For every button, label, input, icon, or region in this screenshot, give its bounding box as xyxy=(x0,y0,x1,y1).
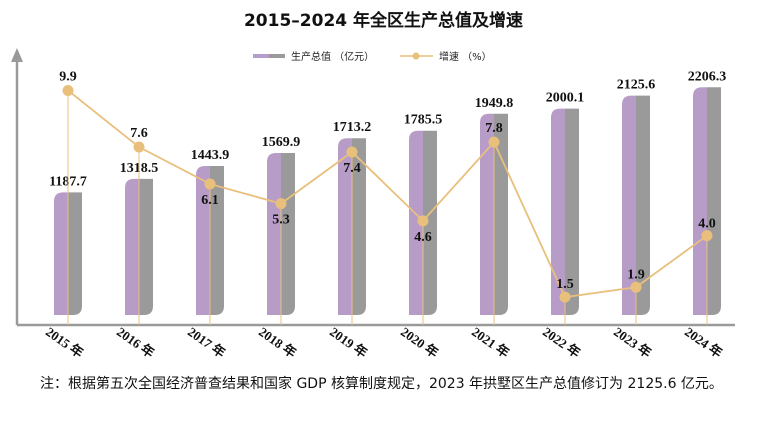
growth-value-label: 9.9 xyxy=(59,69,77,84)
bar-value-label: 1443.9 xyxy=(191,148,230,163)
bar xyxy=(551,108,579,315)
x-tick-label: 2019 年 xyxy=(327,324,370,361)
x-tick-label: 2016 年 xyxy=(114,324,157,361)
growth-value-label: 7.6 xyxy=(130,126,148,141)
legend-bar-swatch xyxy=(253,54,285,58)
bar xyxy=(622,95,650,315)
chart-title: 2015–2024 年全区生产总值及增速 xyxy=(243,11,524,31)
bar-value-label: 1713.2 xyxy=(333,120,372,135)
y-axis-arrow-icon xyxy=(11,48,23,62)
bar-value-label: 1785.5 xyxy=(404,113,443,128)
x-tick-label: 2020 年 xyxy=(398,324,441,361)
growth-point xyxy=(62,84,74,96)
growth-point xyxy=(488,136,500,148)
bar-value-label: 2206.3 xyxy=(688,69,727,84)
growth-point xyxy=(701,230,713,242)
growth-point xyxy=(133,141,145,153)
bar-value-label: 2000.1 xyxy=(546,91,585,106)
growth-line xyxy=(67,89,708,299)
bar xyxy=(693,87,721,315)
legend-label-gdp: 生产总值 （亿元） xyxy=(291,50,374,63)
growth-value-label: 4.0 xyxy=(698,217,716,232)
bar-value-label: 2125.6 xyxy=(617,78,656,93)
growth-value-label: 1.9 xyxy=(627,267,645,282)
x-tick-label: 2018 年 xyxy=(256,324,299,361)
legend-point-swatch xyxy=(412,52,420,60)
growth-point xyxy=(630,281,642,293)
legend-label-growth: 增速 （%） xyxy=(439,50,492,63)
growth-value-label: 7.8 xyxy=(485,121,503,136)
growth-point xyxy=(346,146,358,158)
x-tick-label: 2024 年 xyxy=(682,324,725,361)
growth-value-label: 6.1 xyxy=(201,193,219,208)
legend: 生产总值 （亿元） 增速 （%） xyxy=(253,50,492,63)
growth-point xyxy=(559,291,571,303)
growth-value-label: 5.3 xyxy=(272,213,290,228)
growth-value-label: 1.5 xyxy=(556,277,574,292)
growth-point xyxy=(204,178,216,190)
growth-value-label: 7.4 xyxy=(343,161,361,176)
x-tick-label: 2015 年 xyxy=(43,324,86,361)
bar-value-label: 1569.9 xyxy=(262,135,301,150)
x-tick-label: 2023 年 xyxy=(611,324,654,361)
growth-point xyxy=(275,198,287,210)
growth-point xyxy=(417,215,429,227)
x-tick-label: 2022 年 xyxy=(540,324,583,361)
x-tick-label: 2017 年 xyxy=(185,324,228,361)
x-tick-label: 2021 年 xyxy=(469,324,512,361)
bar-value-label: 1949.8 xyxy=(475,96,514,111)
growth-value-label: 4.6 xyxy=(414,230,432,245)
footnote: 注：根据第五次全国经济普查结果和国家 GDP 核算制度规定，2023 年拱墅区生… xyxy=(40,376,723,392)
